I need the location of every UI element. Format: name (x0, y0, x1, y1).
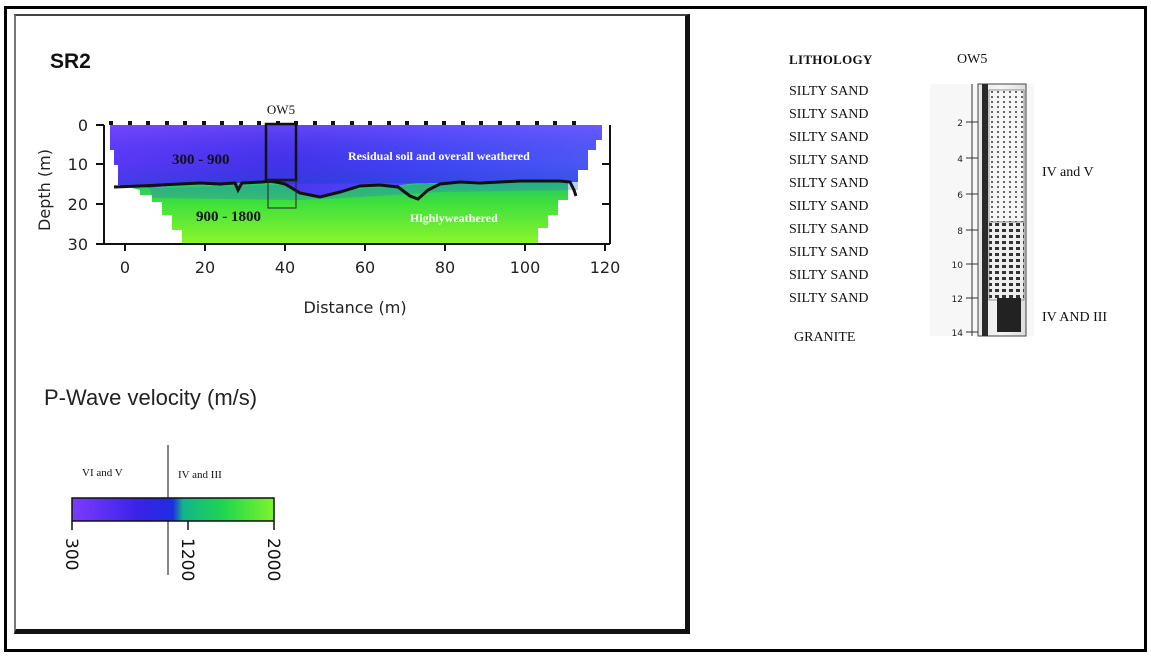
legend-tick-label: 300 (61, 538, 81, 570)
upper-layer-description: Residual soil and overall weathered (348, 149, 530, 163)
legend-tick-label: 1200 (177, 538, 197, 581)
legend-title: P-Wave velocity (m/s) (44, 385, 258, 410)
lithology-item: SILTY SAND (789, 176, 869, 191)
depth-tick-label: 10 (952, 261, 964, 271)
lower-velocity-layer (128, 181, 578, 243)
granite-block (997, 298, 1021, 332)
depth-tick-label: 12 (952, 295, 963, 305)
legend-tick-label: 2000 (263, 538, 283, 581)
lower-layer-description: Highlyweathered (410, 211, 498, 225)
weathering-grade-upper: IV and V (1042, 165, 1094, 180)
velocity-legend: VI and V IV and III 300 1200 2000 (61, 445, 283, 581)
lithology-item: SILTY SAND (789, 199, 869, 214)
lithology-item: SILTY SAND (789, 268, 869, 283)
legend-grade-right: IV and III (178, 469, 222, 481)
geophone-markers (109, 121, 576, 125)
refractor-interface-line (113, 179, 578, 201)
borehole-label: OW5 (267, 102, 295, 117)
upper-velocity-range: 300 - 900 (172, 152, 230, 168)
lithology-list: SILTY SAND SILTY SAND SILTY SAND SILTY S… (789, 80, 868, 310)
lithology-item: SILTY SAND (789, 107, 869, 122)
section-title: SR2 (50, 50, 91, 73)
lithology-item: SILTY SAND (789, 84, 869, 99)
borehole-log: 2 4 6 8 10 12 14 (930, 83, 1034, 339)
x-tick-label: 60 (355, 258, 375, 277)
depth-tick-label: 8 (957, 227, 963, 237)
lithology-item: SILTY SAND (789, 291, 869, 306)
x-tick-label: 40 (275, 258, 295, 277)
lithology-item: SILTY SAND (789, 222, 869, 237)
depth-tick-label: 2 (957, 119, 963, 129)
depth-tick-label: 6 (957, 191, 963, 201)
lithology-item: SILTY SAND (789, 245, 869, 260)
well-header: OW5 (957, 52, 988, 67)
y-tick-label: 30 (68, 235, 88, 254)
x-tick-label: 100 (510, 258, 541, 277)
velocity-colorbar (71, 497, 275, 522)
y-tick-label: 20 (68, 195, 88, 214)
lithology-item: SILTY SAND (789, 153, 869, 168)
x-axis-label: Distance (m) (303, 298, 406, 317)
base-lithology: GRANITE (794, 330, 856, 345)
section-axes (96, 124, 611, 251)
x-tick-label: 0 (120, 258, 130, 277)
seismic-panel (14, 14, 690, 634)
seismic-section (109, 121, 602, 243)
x-tick-label: 20 (195, 258, 215, 277)
lithology-item: SILTY SAND (789, 130, 869, 145)
depth-tick-label: 14 (952, 329, 964, 339)
y-axis-label: Depth (m) (35, 149, 54, 231)
depth-tick-label: 4 (957, 155, 963, 165)
lower-velocity-range: 900 - 1800 (196, 209, 261, 225)
x-tick-label: 80 (435, 258, 455, 277)
x-tick-label: 120 (590, 258, 621, 277)
weathering-grade-lower: IV AND III (1042, 310, 1108, 325)
y-tick-label: 0 (78, 116, 88, 135)
lithology-header: LITHOLOGY (789, 52, 873, 67)
y-tick-label: 10 (68, 155, 88, 174)
legend-grade-left: VI and V (82, 467, 123, 479)
